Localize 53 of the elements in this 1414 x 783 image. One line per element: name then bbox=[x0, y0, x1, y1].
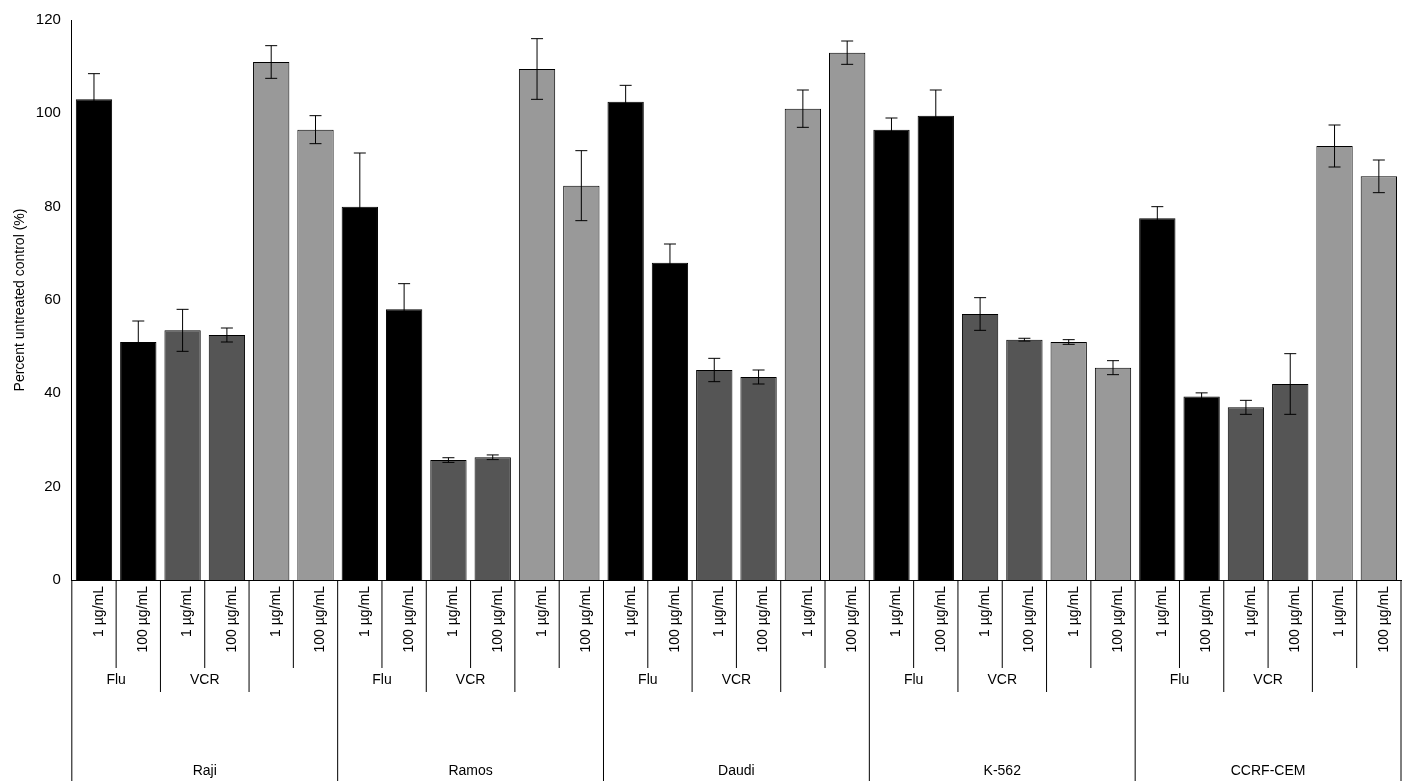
text: Daudi bbox=[718, 761, 755, 778]
text: Ramos bbox=[448, 761, 493, 778]
x-tick-label: 100 µg/mL bbox=[754, 585, 771, 653]
x-tick-label: 100 µg/mL bbox=[843, 585, 860, 653]
x-tick-label: 1 µg/mL bbox=[444, 585, 461, 637]
x-tick-label: 1 µg/mL bbox=[710, 585, 727, 637]
x-tick-label: 1 µg/mL bbox=[532, 585, 549, 637]
x-tick-label: 100 µg/mL bbox=[931, 585, 948, 653]
x-tick-label: 100 µg/mL bbox=[311, 585, 328, 653]
text: Flu bbox=[903, 670, 924, 687]
text: VCR bbox=[189, 670, 220, 687]
y-tick-label: 100 bbox=[35, 103, 61, 121]
text: K-562 bbox=[983, 761, 1022, 778]
x-tick-label: 1 µg/mL bbox=[1330, 585, 1347, 637]
x-tick-label: 100 µg/mL bbox=[134, 585, 151, 653]
y-tick-label: 120 bbox=[35, 10, 61, 28]
x-tick-label: 1 µg/mL bbox=[1153, 585, 1170, 637]
text: Raji bbox=[192, 761, 217, 778]
x-tick-label: 1 µg/mL bbox=[1064, 585, 1081, 637]
x-tick-label: 100 µg/mL bbox=[1286, 585, 1303, 653]
y-tick-label: 0 bbox=[52, 570, 61, 588]
x-tick-label: 1 µg/mL bbox=[178, 585, 195, 637]
x-tick-label: 100 µg/mL bbox=[665, 585, 682, 653]
x-tick-label: 1 µg/mL bbox=[1241, 585, 1258, 637]
text: Flu bbox=[1169, 670, 1190, 687]
text: Flu bbox=[638, 670, 658, 687]
y-tick-label: 20 bbox=[44, 476, 61, 494]
x-tick-label: 100 µg/mL bbox=[1108, 585, 1125, 653]
y-tick-label: 60 bbox=[44, 290, 61, 308]
x-tick-label: 1 µg/mL bbox=[621, 585, 638, 637]
x-tick-label: 1 µg/mL bbox=[798, 585, 815, 637]
text: VCR bbox=[987, 670, 1018, 687]
text: VCR bbox=[721, 670, 752, 687]
x-tick-label: 100 µg/mL bbox=[1197, 585, 1214, 653]
x-tick-label: 1 µg/mL bbox=[89, 585, 106, 637]
y-tick-label: 80 bbox=[44, 196, 61, 214]
x-tick-label: 100 µg/mL bbox=[1374, 585, 1391, 653]
y-tick-label: 40 bbox=[44, 383, 61, 401]
text: Flu bbox=[372, 670, 392, 687]
x-tick-label: 100 µg/mL bbox=[577, 585, 594, 653]
x-tick-label: 1 µg/mL bbox=[887, 585, 904, 637]
x-tick-label: 100 µg/mL bbox=[399, 585, 416, 653]
x-tick-label: 1 µg/mL bbox=[267, 585, 284, 637]
text: Flu bbox=[106, 670, 126, 687]
x-tick-label: 1 µg/mL bbox=[355, 585, 372, 637]
x-tick-label: 1 µg/mL bbox=[975, 585, 992, 637]
text: CCRF-CEM bbox=[1230, 761, 1306, 778]
x-tick-label: 100 µg/mL bbox=[488, 585, 505, 653]
y-axis-title: Percent untreated control (%) bbox=[11, 208, 28, 392]
x-tick-label: 100 µg/mL bbox=[1020, 585, 1037, 653]
text: VCR bbox=[1253, 670, 1283, 687]
text: VCR bbox=[455, 670, 486, 687]
x-tick-label: 100 µg/mL bbox=[222, 585, 239, 653]
